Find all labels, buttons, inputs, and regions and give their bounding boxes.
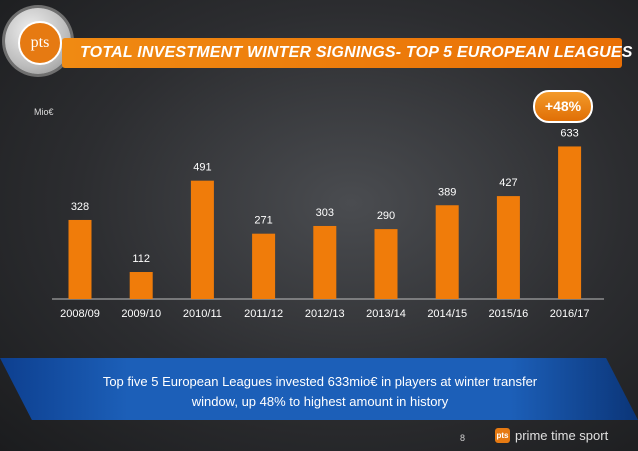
category-label: 2012/13 xyxy=(305,308,345,320)
page-number: 8 xyxy=(460,433,466,443)
bar-2013/14 xyxy=(374,229,398,299)
bar-2010/11 xyxy=(190,180,214,299)
bar-2008/09 xyxy=(68,219,92,299)
callout-text: Top five 5 European Leagues invested 633… xyxy=(102,374,538,409)
category-label: 2014/15 xyxy=(427,308,467,320)
category-label: 2010/11 xyxy=(183,308,222,320)
category-label: 2008/09 xyxy=(60,308,100,320)
category-label: 2016/17 xyxy=(550,308,590,320)
category-label: 2015/16 xyxy=(489,308,529,320)
bar-2015/16 xyxy=(496,196,520,299)
brand-icon: pts xyxy=(495,427,510,443)
brand-name: prime time sport xyxy=(515,427,609,443)
category-label: 2011/12 xyxy=(244,308,283,320)
value-label: 491 xyxy=(193,162,211,174)
growth-badge: +48% xyxy=(533,90,593,123)
value-label: 271 xyxy=(254,215,272,227)
value-label: 290 xyxy=(377,210,395,222)
value-label: 112 xyxy=(132,253,150,265)
bar-2009/10 xyxy=(129,272,153,299)
logo-mark: pts xyxy=(18,21,62,65)
value-label: 328 xyxy=(71,201,89,213)
value-label: 427 xyxy=(499,177,517,189)
bar-2011/12 xyxy=(252,233,276,299)
value-label: 303 xyxy=(316,207,334,219)
callout-banner xyxy=(0,358,638,420)
category-label: 2013/14 xyxy=(366,308,406,320)
bar-2014/15 xyxy=(435,205,459,299)
company-logo: pts xyxy=(5,8,71,74)
value-label: 389 xyxy=(438,186,456,198)
page-title: TOTAL INVESTMENT WINTER SIGNINGS- TOP 5 … xyxy=(80,44,633,61)
brand-logo: pts prime time sport xyxy=(495,426,608,444)
bar-chart: 328 2008/09 112 2009/10 491 2010/11 271 2011/12… xyxy=(52,127,604,320)
y-axis-unit-label: Mio€ xyxy=(34,107,54,117)
bar-2012/13 xyxy=(313,225,337,299)
title-bar: TOTAL INVESTMENT WINTER SIGNINGS- TOP 5 … xyxy=(62,38,632,68)
category-label: 2009/10 xyxy=(121,308,161,320)
value-label: 633 xyxy=(560,127,578,139)
bar-2016/17 xyxy=(558,146,582,299)
